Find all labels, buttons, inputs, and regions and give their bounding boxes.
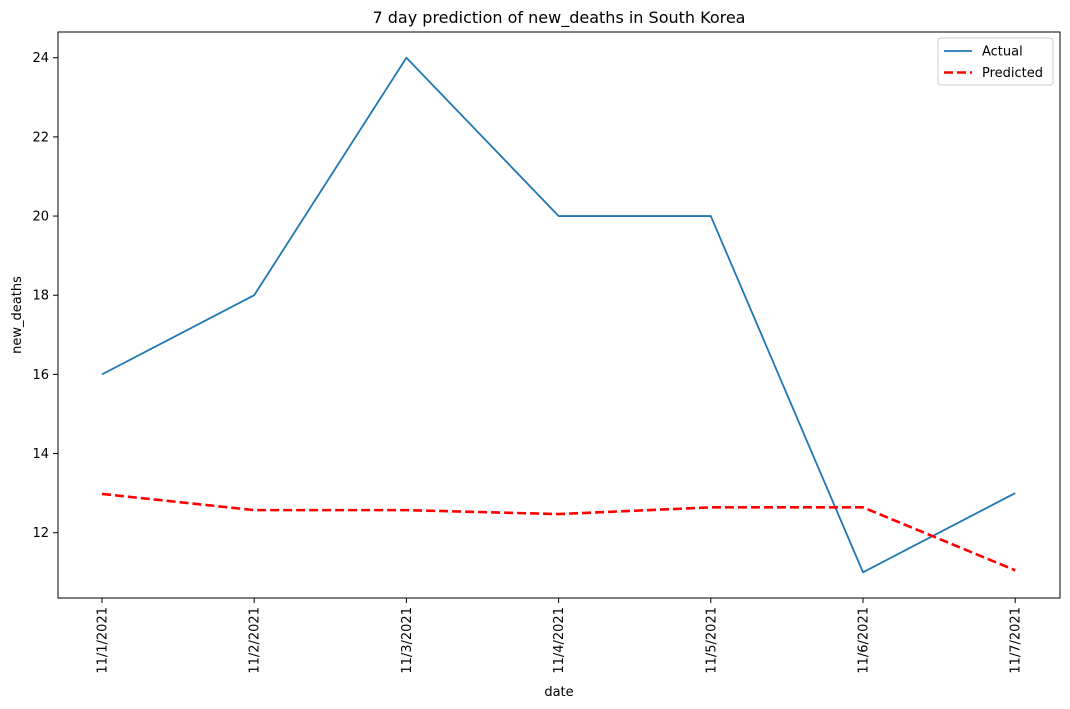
y-tick-label: 22 xyxy=(32,130,49,145)
y-axis-label: new_deaths xyxy=(10,276,25,354)
plot-area xyxy=(101,56,1016,574)
y-tick-label: 24 xyxy=(32,51,49,66)
series-line-actual xyxy=(101,56,1016,574)
legend-label-actual: Actual xyxy=(982,45,1023,60)
x-tick-label: 11/2/2021 xyxy=(248,607,263,674)
x-axis-label: date xyxy=(544,685,573,700)
y-tick-label: 16 xyxy=(32,368,49,383)
legend-label-predicted: Predicted xyxy=(982,66,1043,81)
y-tick-label: 18 xyxy=(32,289,49,304)
y-tick-label: 12 xyxy=(32,526,49,541)
axes: 12 14 16 18 20 22 24 11/1/2021 11/2/2021 11/3/202… xyxy=(32,31,1061,674)
y-tick-label: 14 xyxy=(32,447,49,462)
x-tick-label: 11/4/2021 xyxy=(552,607,567,674)
legend: Actual Predicted xyxy=(937,37,1054,86)
legend-box xyxy=(937,37,1054,86)
x-tick-label: 11/7/2021 xyxy=(1009,607,1024,674)
chart-title: 7 day prediction of new_deaths in South … xyxy=(373,8,746,28)
series-line-predicted xyxy=(101,492,1016,572)
x-tick-label: 11/5/2021 xyxy=(704,607,719,674)
x-tick-label: 11/3/2021 xyxy=(400,607,415,674)
x-tick-label: 11/6/2021 xyxy=(857,607,872,674)
y-tick-label: 20 xyxy=(32,210,49,225)
x-tick-label: 11/1/2021 xyxy=(96,607,111,674)
